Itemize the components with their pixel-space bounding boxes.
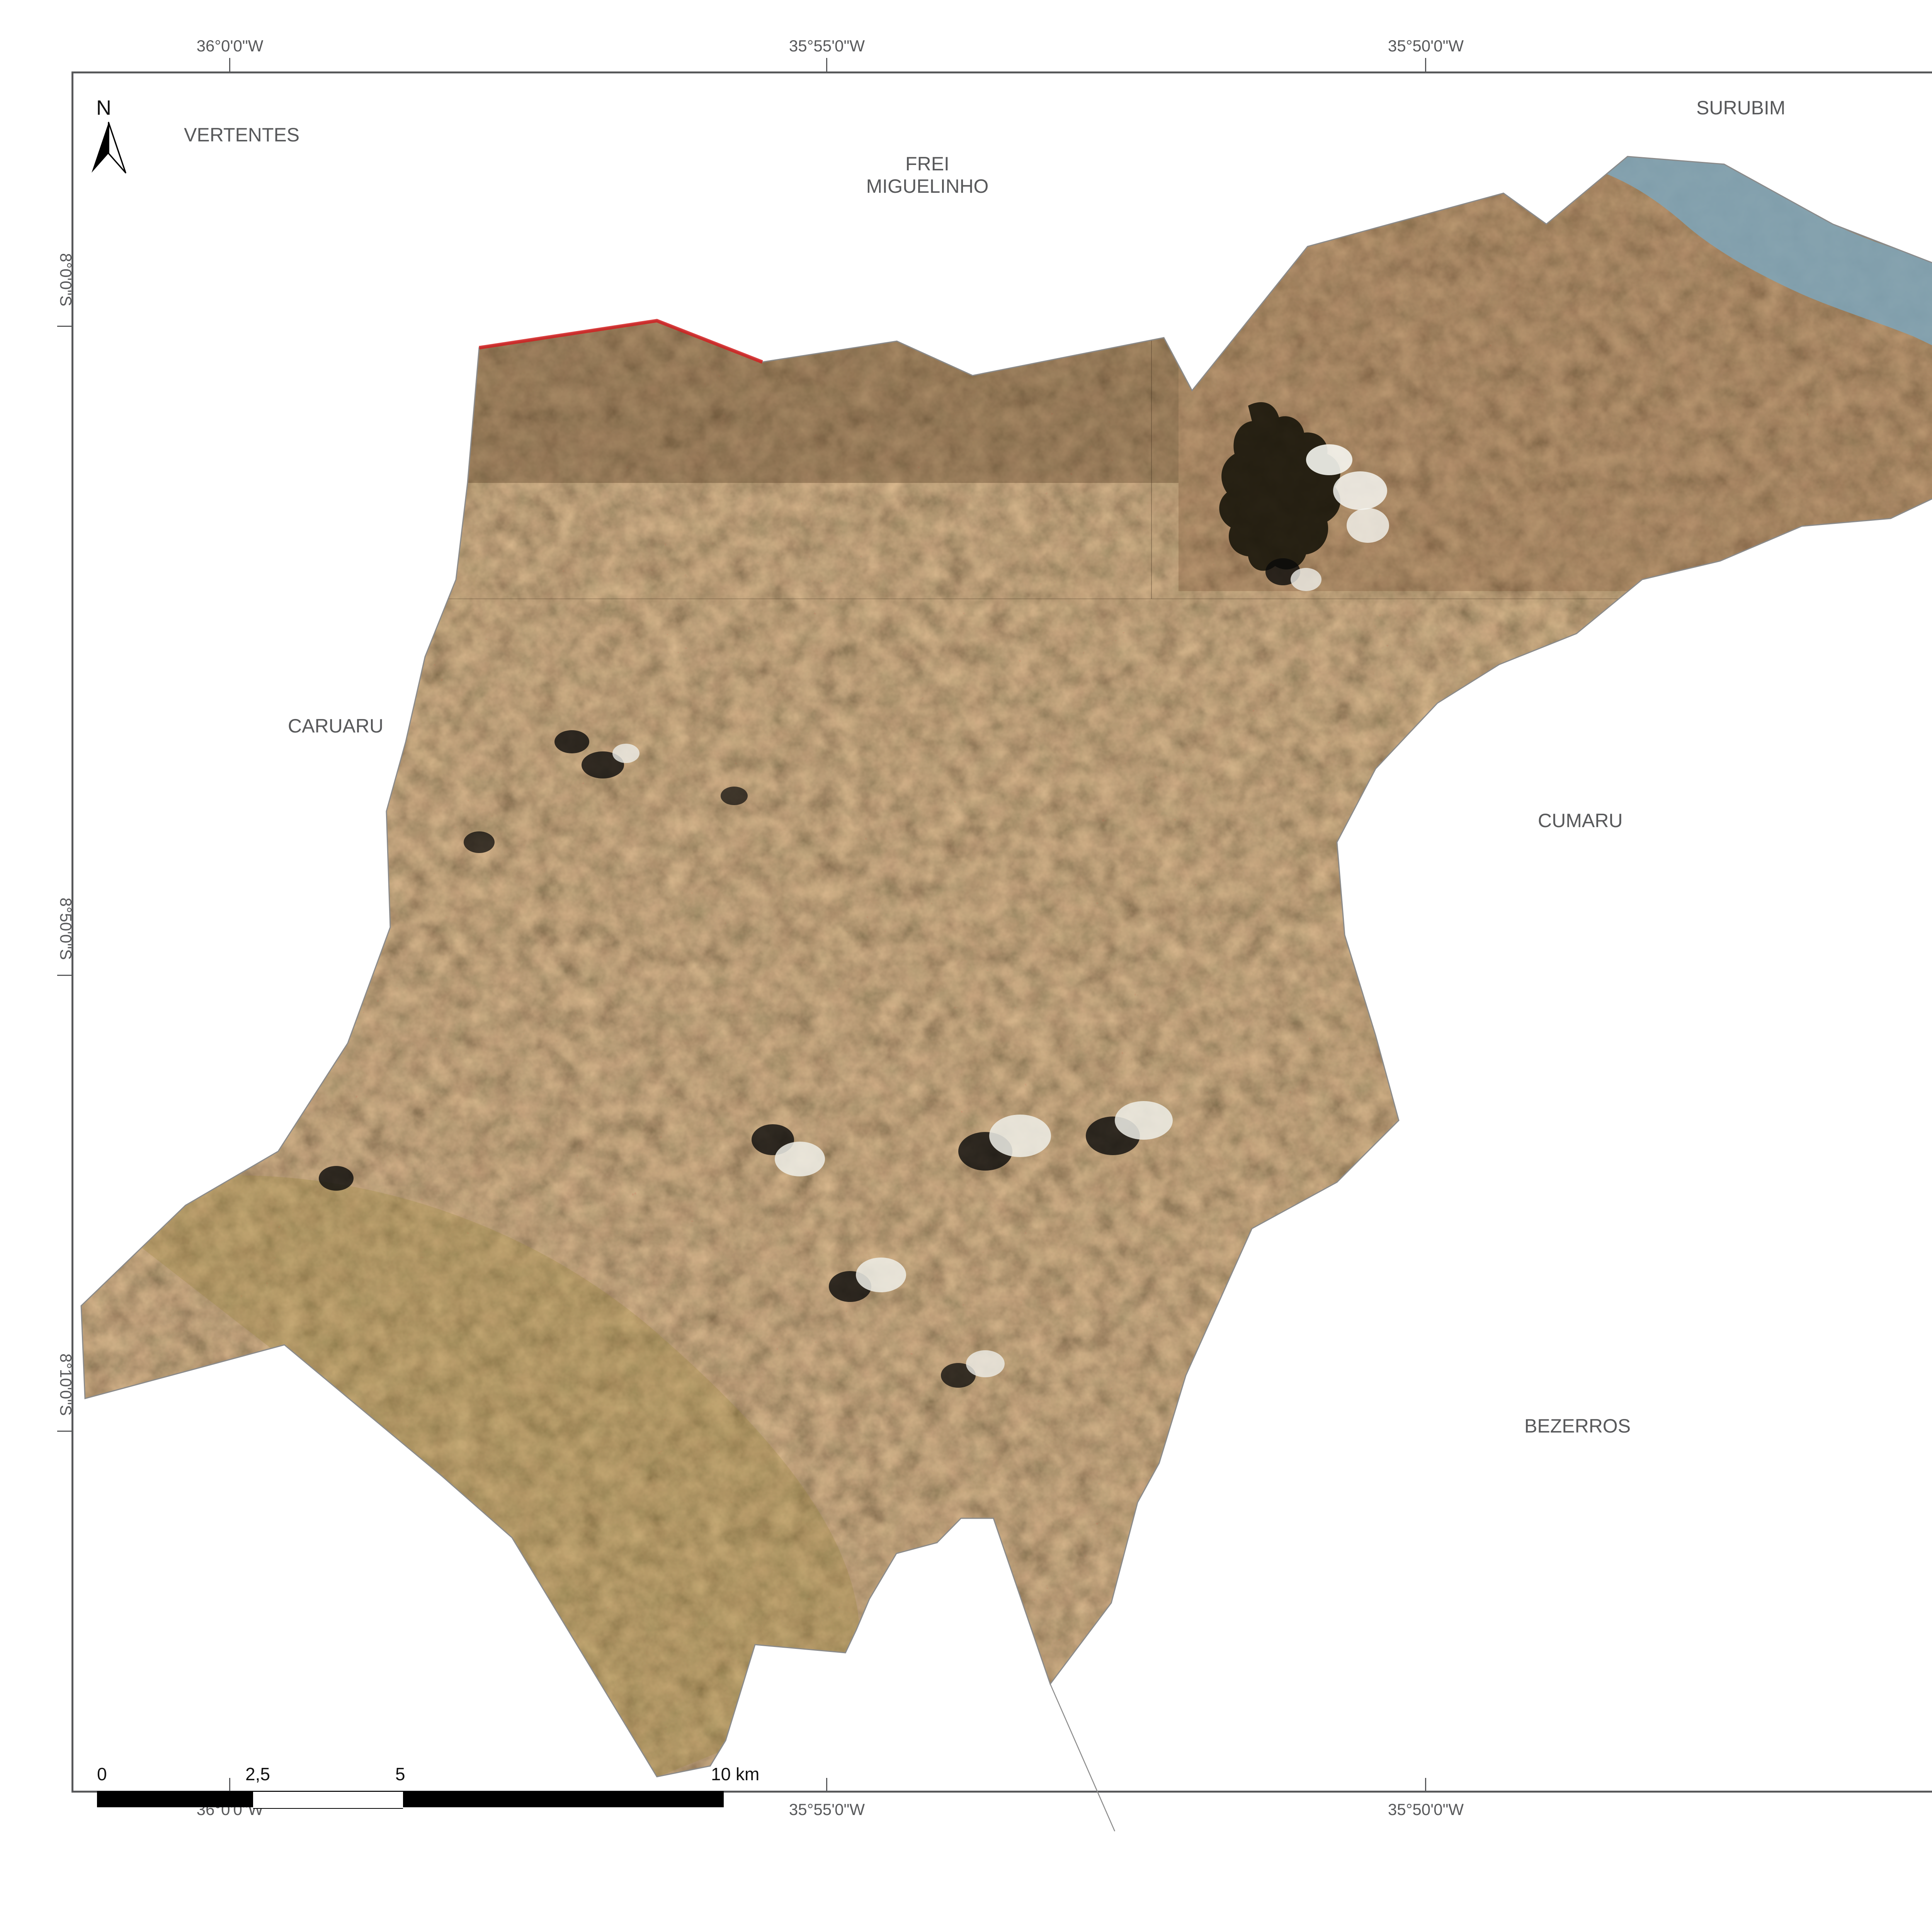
svg-text:N: N (96, 99, 111, 119)
